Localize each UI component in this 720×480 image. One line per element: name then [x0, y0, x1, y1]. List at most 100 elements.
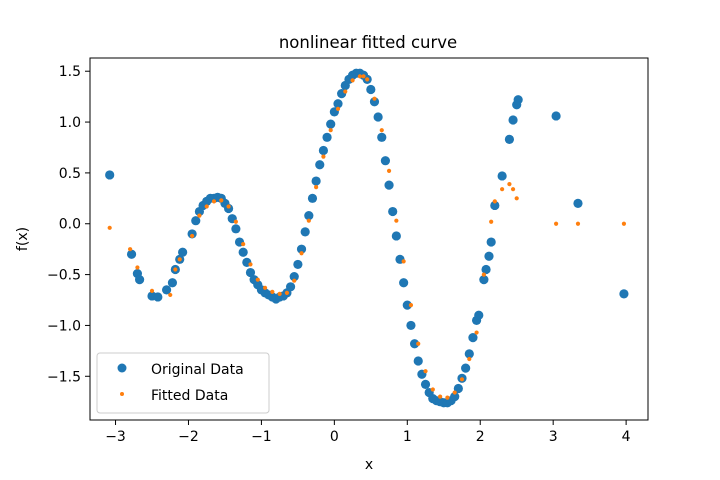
original-data-point: [420, 379, 431, 390]
original-data-point: [135, 275, 145, 285]
legend-marker-original: [117, 363, 127, 373]
y-tick-label: 1.5: [59, 64, 81, 80]
x-tick-label: −1: [251, 429, 272, 445]
legend-label-original: Original Data: [151, 362, 244, 378]
original-data-point: [373, 112, 383, 122]
fitted-data-point: [489, 219, 494, 224]
y-tick-label: −1.5: [47, 369, 81, 385]
original-data-point: [153, 292, 163, 302]
x-tick-label: −3: [105, 429, 126, 445]
fitted-data-point: [445, 395, 450, 400]
original-data-point: [238, 247, 248, 257]
original-data-point: [326, 119, 336, 129]
original-data-point: [377, 132, 387, 142]
original-data-point: [450, 392, 460, 402]
fitted-data-point: [492, 199, 497, 204]
x-tick-label: 2: [476, 429, 485, 445]
original-data-point: [318, 145, 329, 156]
fitted-data-point: [386, 168, 392, 173]
fitted-data-point: [219, 198, 224, 203]
fitted-data-point: [575, 221, 581, 226]
original-data-point: [296, 244, 307, 254]
original-data-point: [178, 247, 188, 257]
fitted-data-point: [416, 341, 421, 346]
original-data-point: [161, 285, 172, 295]
original-data-point: [369, 97, 380, 107]
y-tick-label: −0.5: [47, 268, 81, 284]
fitted-data-point: [361, 74, 366, 79]
original-data-point: [231, 224, 241, 234]
x-tick-label: −2: [178, 429, 199, 445]
fitted-data-point: [481, 272, 486, 277]
original-data-point: [481, 264, 491, 275]
original-data-point: [391, 231, 401, 241]
fitted-data-point: [507, 181, 512, 187]
fitted-data-point: [128, 247, 133, 252]
chart-title: nonlinear fitted curve: [279, 33, 457, 52]
original-data-point: [293, 259, 303, 270]
original-data-point: [388, 206, 398, 217]
fitted-data-point: [350, 78, 355, 83]
y-tick-label: 0.0: [59, 217, 81, 233]
x-tick-label: 4: [622, 429, 631, 445]
fitted-data-point: [401, 259, 406, 264]
fitted-data-point: [284, 290, 290, 295]
original-data-point: [464, 349, 474, 359]
original-data-point: [285, 282, 296, 292]
original-data-point: [413, 356, 423, 366]
original-data-point: [384, 180, 394, 190]
fitted-data-point: [394, 218, 399, 223]
x-axis-label: x: [365, 457, 373, 473]
original-data-point: [307, 193, 318, 203]
fitted-data-point: [306, 218, 311, 223]
original-data-point: [513, 95, 523, 105]
original-data-point: [191, 216, 201, 226]
fitted-data-point: [430, 387, 435, 392]
original-data-point: [484, 251, 494, 261]
fitted-data-point: [335, 106, 341, 111]
fitted-data-point: [204, 204, 209, 209]
fitted-data-point: [510, 187, 516, 192]
original-data-point: [619, 289, 629, 299]
y-tick-label: −1.0: [47, 318, 81, 334]
fitted-data-point: [270, 289, 275, 294]
fitted-data-point: [262, 285, 268, 290]
fitted-data-point: [314, 185, 319, 190]
y-tick-label: 1.0: [59, 115, 81, 131]
original-data-point: [504, 134, 515, 144]
original-data-point: [289, 272, 299, 282]
fitted-data-point: [423, 369, 428, 374]
original-data-point: [126, 249, 137, 259]
series-original-data: [105, 68, 629, 408]
original-data-point: [402, 300, 412, 310]
fitted-data-point: [299, 251, 304, 256]
axes-ticks: −3 −2 −1 0 1 2 3 4 −1.5 −1.0 −0.5 0.0 0.5 1.0 1.5: [47, 64, 631, 445]
plot-frame: [89, 57, 649, 421]
fitted-data-point: [173, 267, 178, 272]
fitted-data-point: [107, 225, 112, 230]
fitted-data-point: [292, 278, 297, 283]
x-tick-label: 1: [403, 429, 412, 445]
fitted-data-point: [467, 356, 472, 362]
original-data-point: [474, 310, 484, 320]
fitted-data-point: [248, 262, 253, 267]
fitted-data-point: [459, 377, 465, 382]
fitted-data-point: [233, 219, 238, 224]
original-data-point: [508, 115, 518, 125]
fitted-data-point: [379, 128, 384, 133]
fitted-data-point: [328, 128, 333, 133]
original-data-point: [366, 84, 376, 95]
fitted-data-point: [343, 89, 348, 94]
y-axis-label: f(x): [15, 227, 31, 251]
fitted-data-point: [255, 277, 260, 282]
fitted-data-point: [500, 187, 505, 192]
original-data-point: [461, 363, 471, 373]
y-tick-label: 0.5: [59, 166, 81, 182]
fitted-data-point: [365, 77, 370, 82]
fitted-data-point: [277, 291, 282, 297]
original-data-point: [245, 267, 256, 278]
x-tick-label: 3: [549, 429, 558, 445]
original-data-point: [105, 170, 115, 180]
original-data-point: [333, 99, 343, 109]
fitted-data-point: [553, 221, 559, 226]
